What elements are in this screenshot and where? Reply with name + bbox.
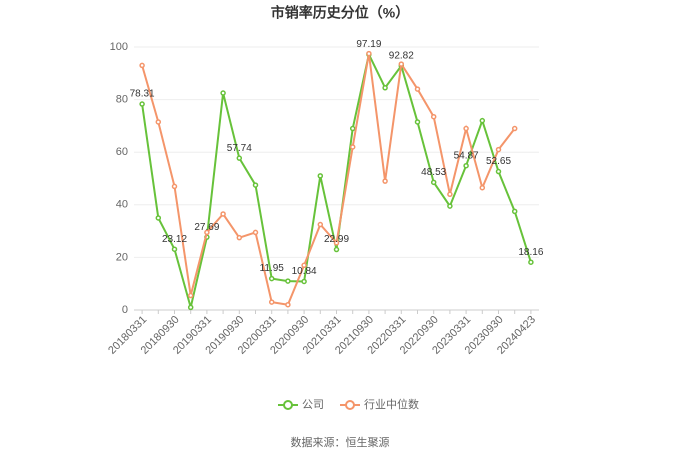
data-point [187,304,194,311]
data-point [220,211,226,217]
y-tick-label: 80 [116,94,128,106]
data-label: 78.31 [130,89,155,100]
data-point [333,240,340,246]
data-point [285,301,291,308]
data-point [349,125,356,132]
data-point [479,117,486,124]
data-point [382,178,388,184]
data-point [511,125,518,132]
legend-label: 公司 [302,399,324,411]
data-label: 57.74 [227,143,252,154]
data-point [430,179,437,186]
data-point [301,278,307,285]
data-point [139,62,145,69]
data-point [285,278,291,284]
data-point [430,113,437,120]
y-tick-label: 100 [110,41,128,53]
data-point [463,125,469,132]
data-label: 92.82 [389,51,414,62]
y-tick-label: 40 [116,199,128,211]
data-point [204,229,210,236]
data-point [268,299,275,305]
data-label: 54.87 [454,150,479,161]
data-point [139,101,145,107]
data-point [236,234,243,241]
data-point [171,246,178,252]
data-point [447,203,453,209]
data-point [463,162,469,169]
legend-marker [345,400,355,410]
data-label: 11.95 [260,263,285,274]
data-point [398,61,405,67]
data-point [252,182,259,188]
data-point [187,292,194,299]
data-label: 23.12 [162,234,187,245]
data-point [252,229,259,236]
source-note: 数据来源：恒生聚源 [291,435,390,449]
data-point [171,183,178,190]
data-point [301,262,307,269]
series-line [141,51,532,308]
y-tick-label: 20 [116,251,128,263]
data-point [495,168,502,175]
y-tick-label: 60 [116,146,128,158]
y-tick-label: 0 [122,304,128,316]
data-label: 52.65 [486,156,511,167]
data-label: 97.19 [356,39,381,50]
data-point [317,221,324,228]
data-label: 27.69 [194,222,219,233]
data-point [236,155,243,161]
data-point [155,215,162,221]
data-point [447,191,453,198]
data-point [317,173,324,179]
data-point [220,90,226,96]
legend-label: 行业中位数 [364,397,419,411]
data-point [349,144,356,150]
data-point [414,119,421,125]
data-point [382,85,388,91]
data-point [268,275,275,282]
data-label: 18.16 [518,247,543,258]
data-point [479,184,486,191]
data-point [414,86,421,92]
legend-marker [283,400,293,410]
data-point [528,259,534,265]
data-label: 48.53 [421,167,446,178]
data-point [495,146,502,153]
data-label: 22.99 [324,234,349,245]
data-point [333,246,340,253]
data-point [155,119,162,125]
data-label: 10.84 [292,266,317,277]
data-point [511,208,518,215]
chart-title: 市销率历史分位（%） [271,5,409,21]
series-line [141,53,516,306]
data-point [366,50,372,57]
